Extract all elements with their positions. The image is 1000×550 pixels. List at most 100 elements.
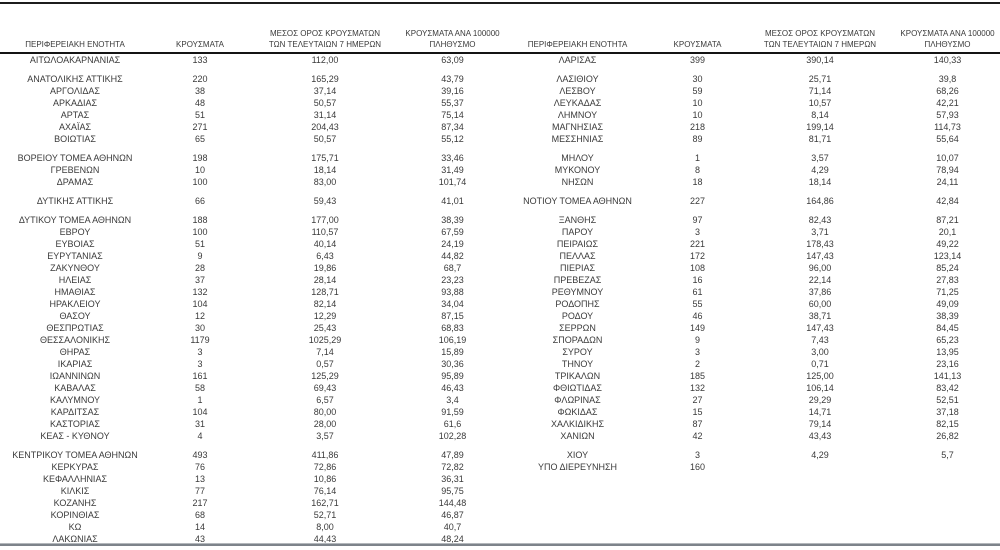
cell-per-100k-right: 140,33 — [933, 55, 962, 65]
cell-cases-right: 59 — [692, 86, 703, 96]
cell-per-100k-left: 3,4 — [446, 395, 459, 405]
spacer-cell — [0, 188, 1000, 195]
table-row: ΚΕΦΑΛΛΗΝΙΑΣ 13 10,86 36,31 — [0, 473, 1000, 485]
cell-avg-7day-left: 52,71 — [313, 510, 337, 520]
cell-region-right: ΦΩΚΙΔΑΣ — [557, 407, 598, 417]
cell-cases-left: 65 — [194, 134, 205, 144]
cell-region-right: ΛΕΣΒΟΥ — [559, 86, 596, 96]
cell-region-right: ΡΟΔΟΥ — [561, 311, 594, 321]
table-row: ΗΡΑΚΛΕΙΟΥ 104 82,14 34,04 ΡΟΔΟΠΗΣ 55 60,00 49,0… — [0, 298, 1000, 310]
cell-region-right: ΥΠΟ ΔΙΕΡΕΥΝΗΣΗ — [537, 462, 618, 472]
cell-region-right: ΜΗΛΟΥ — [561, 153, 594, 163]
cell-avg-7day-right — [745, 497, 895, 509]
spacer-cell — [0, 207, 1000, 214]
cell-region-left: ΚΩ — [68, 522, 82, 532]
cell-cases-right: 3 — [694, 347, 700, 357]
table-row: ΚΕΑΣ - ΚΥΘΝΟΥ 4 3,57 102,28 ΧΑΝΙΩΝ 42 43,43 26,… — [0, 430, 1000, 442]
table-row: ΒΟΙΩΤΙΑΣ 65 50,57 55,12 ΜΕΣΣΗΝΙΑΣ 89 81,71 55,6… — [0, 133, 1000, 145]
cell-avg-7day-right: 147,43 — [806, 323, 834, 333]
table-row: ΚΙΛΚΙΣ 77 76,14 95,75 — [0, 485, 1000, 497]
cell-cases-right — [650, 509, 745, 521]
cell-per-100k-left: 33,46 — [441, 153, 464, 163]
cell-region-right — [505, 521, 650, 533]
cell-per-100k-left: 87,34 — [441, 122, 464, 132]
cell-region-left: ΗΛΕΙΑΣ — [58, 275, 92, 285]
spacer-cell — [0, 442, 1000, 449]
cell-region-left: ΔΡΑΜΑΣ — [56, 177, 94, 187]
cell-cases-left: 133 — [192, 55, 208, 65]
cell-region-left: ΚΑΡΔΙΤΣΑΣ — [50, 407, 100, 417]
spacer-row — [0, 442, 1000, 449]
table-row: ΑΙΤΩΛΟΑΚΑΡΝΑΝΙΑΣ 133 112,00 63,09 ΛΑΡΙΣΑΣ 399… — [0, 53, 1000, 66]
table-row: ΘΑΣΟΥ 12 12,29 87,15 ΡΟΔΟΥ 46 38,71 38,39 — [0, 310, 1000, 322]
cell-region-right: ΛΗΜΝΟΥ — [557, 110, 598, 120]
cell-avg-7day-left: 19,86 — [313, 263, 337, 273]
cell-region-left: ΛΑΚΩΝΙΑΣ — [52, 534, 98, 544]
cell-per-100k-right: 42,21 — [936, 98, 959, 108]
cell-region-right: ΣΕΡΡΩΝ — [559, 323, 596, 333]
cell-avg-7day-left: 37,14 — [313, 86, 337, 96]
cell-per-100k-left: 102,28 — [438, 431, 467, 441]
column-header-avg-7day-left: ΜΕΣΟΣ ΟΡΟΣ ΚΡΟΥΣΜΑΤΩΝ ΤΩΝ ΤΕΛΕΥΤΑΙΩΝ 7 ΗΜ… — [250, 3, 400, 54]
cell-avg-7day-right: 7,43 — [811, 335, 829, 345]
table-row: ΒΟΡΕΙΟΥ ΤΟΜΕΑ ΑΘΗΝΩΝ 198 175,71 33,46 ΜΗΛΟΥ 1… — [0, 152, 1000, 164]
cell-avg-7day-right: 43,43 — [808, 431, 832, 441]
cell-cases-right: 221 — [689, 239, 706, 249]
cell-cases-left: 4 — [197, 431, 203, 441]
table-row: ΕΒΡΟΥ 100 110,57 67,59 ΠΑΡΟΥ 3 3,71 20,1 — [0, 226, 1000, 238]
cell-cases-left: 493 — [192, 450, 208, 460]
cell-cases-right: 42 — [692, 431, 703, 441]
header-row: ΠΕΡΙΦΕΡΕΙΑΚΗ ΕΝΟΤΗΤΑ ΚΡΟΥΣΜΑΤΑ ΜΕΣΟΣ ΟΡΟΣ … — [0, 3, 1000, 54]
cell-region-left: ΒΟΡΕΙΟΥ ΤΟΜΕΑ ΑΘΗΝΩΝ — [17, 153, 133, 163]
cell-avg-7day-left: 7,14 — [316, 347, 334, 357]
cell-region-right — [505, 473, 650, 485]
table-row: ΑΝΑΤΟΛΙΚΗΣ ΑΤΤΙΚΗΣ 220 165,29 43,79 ΛΑΣΙΘΙΟΥ… — [0, 73, 1000, 85]
cell-cases-left: 161 — [192, 371, 208, 381]
cell-region-right: ΡΟΔΟΠΗΣ — [555, 299, 600, 309]
cell-per-100k-left: 75,14 — [441, 110, 464, 120]
cell-avg-7day-right: 25,71 — [808, 74, 832, 84]
cell-avg-7day-right: 71,14 — [808, 86, 832, 96]
cell-cases-right: 3 — [694, 450, 700, 460]
cell-cases-right: 89 — [692, 134, 703, 144]
cell-region-right: ΠΕΛΛΑΣ — [559, 251, 596, 261]
cell-avg-7day-left: 411,86 — [311, 450, 339, 460]
cell-region-left: ΑΡΤΑΣ — [60, 110, 90, 120]
table-row: ΛΑΚΩΝΙΑΣ 43 44,43 48,24 — [0, 533, 1000, 545]
cell-cases-right: 172 — [689, 251, 706, 261]
cell-cases-right — [650, 497, 745, 509]
cell-per-100k-right — [895, 461, 1000, 473]
cell-region-right: ΧΙΟΥ — [566, 450, 589, 460]
cell-cases-right: 15 — [692, 407, 703, 417]
cell-region-left: ΙΚΑΡΙΑΣ — [57, 359, 93, 369]
cell-per-100k-right: 23,16 — [936, 359, 959, 369]
cell-per-100k-right: 37,18 — [936, 407, 959, 417]
cell-per-100k-right — [895, 497, 1000, 509]
cell-region-right: ΠΕΙΡΑΙΩΣ — [556, 239, 599, 249]
cell-region-left: ΚΙΛΚΙΣ — [60, 486, 90, 496]
cell-avg-7day-left: 80,00 — [313, 407, 337, 417]
table-row: ΚΕΝΤΡΙΚΟΥ ΤΟΜΕΑ ΑΘΗΝΩΝ 493 411,86 47,89 ΧΙΟΥ… — [0, 449, 1000, 461]
cell-per-100k-left: 30,36 — [441, 359, 464, 369]
table-row: ΚΑΡΔΙΤΣΑΣ 104 80,00 91,59 ΦΩΚΙΔΑΣ 15 14,71 37,1… — [0, 406, 1000, 418]
cell-avg-7day-left: 82,14 — [313, 299, 337, 309]
table-row: ΘΗΡΑΣ 3 7,14 15,89 ΣΥΡΟΥ 3 3,00 13,95 — [0, 346, 1000, 358]
cell-cases-right: 87 — [692, 419, 703, 429]
cell-cases-left: 10 — [194, 165, 205, 175]
cell-cases-left: 68 — [194, 510, 205, 520]
cell-region-right: ΛΑΡΙΣΑΣ — [558, 55, 597, 65]
cell-avg-7day-left: 10,86 — [313, 474, 337, 484]
cell-region-left: ΗΡΑΚΛΕΙΟΥ — [49, 299, 101, 309]
cell-per-100k-left: 46,43 — [441, 383, 464, 393]
cell-avg-7day-right: 8,14 — [811, 110, 829, 120]
cell-region-left: ΕΥΡΥΤΑΝΙΑΣ — [47, 251, 103, 261]
cell-cases-right: 2 — [694, 359, 700, 369]
cell-cases-left: 217 — [192, 498, 208, 508]
cell-avg-7day-left: 165,29 — [311, 74, 339, 84]
spacer-cell — [0, 145, 1000, 152]
cell-per-100k-right — [895, 473, 1000, 485]
cell-per-100k-left: 68,7 — [443, 263, 462, 273]
cell-cases-left: 58 — [194, 383, 205, 393]
cell-per-100k-right: 24,11 — [936, 177, 959, 187]
cell-avg-7day-right: 106,14 — [806, 383, 834, 393]
